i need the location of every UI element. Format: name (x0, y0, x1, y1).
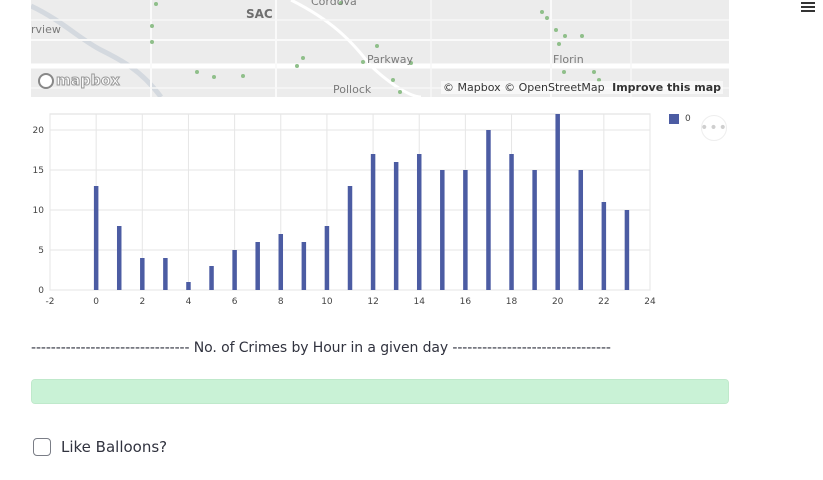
bar (278, 234, 284, 290)
map-label-sac: SAC (246, 7, 273, 21)
map-label-riverview: rview (31, 23, 61, 36)
bar (116, 226, 122, 290)
x-tick-label: 24 (644, 297, 656, 307)
map-attribution: © Mapbox © OpenStreetMap Improve this ma… (441, 81, 723, 94)
y-tick-label: 10 (33, 206, 45, 216)
y-tick-label: 20 (33, 126, 45, 136)
y-tick-label: 5 (38, 246, 44, 256)
mapbox-logo-icon (38, 73, 54, 89)
map-label-florin: Florin (553, 53, 584, 66)
improve-map-link[interactable]: Improve this map (612, 81, 721, 94)
y-tick-label: 0 (38, 286, 44, 296)
x-tick-label: 10 (321, 297, 333, 307)
bar (509, 154, 514, 290)
x-tick-label: 16 (460, 297, 472, 307)
like-balloons-label[interactable]: Like Balloons? (61, 438, 168, 456)
bar (555, 114, 560, 290)
x-tick-label: 20 (552, 297, 564, 307)
bar (601, 202, 607, 290)
x-tick-label: 6 (232, 297, 238, 307)
bar (463, 170, 468, 290)
map-label-parkway: Parkway (367, 53, 414, 66)
bar (347, 186, 353, 290)
x-tick-label: 22 (598, 297, 609, 307)
attribution-mapbox-link[interactable]: © Mapbox (443, 81, 501, 94)
bar (186, 282, 191, 290)
x-tick-label: 0 (93, 297, 99, 307)
mapbox-logo[interactable]: mapbox (38, 72, 120, 90)
like-balloons-checkbox-row[interactable]: Like Balloons? (33, 438, 167, 456)
bar (440, 170, 445, 290)
legend-label: 0 (685, 114, 691, 124)
bar (163, 258, 168, 290)
bar (255, 242, 260, 290)
bar (393, 162, 399, 290)
map-label-pollock: Pollock (333, 83, 372, 96)
like-balloons-checkbox[interactable] (33, 438, 51, 456)
x-tick-label: 14 (414, 297, 426, 307)
bar (93, 186, 99, 290)
y-tick-label: 15 (33, 166, 44, 176)
bar (232, 250, 237, 290)
bar (370, 154, 376, 290)
bar (532, 170, 537, 290)
x-tick-label: 12 (367, 297, 378, 307)
x-tick-label: -2 (46, 297, 55, 307)
legend-swatch (669, 114, 679, 124)
mapbox-logo-text: mapbox (56, 73, 121, 90)
bar (209, 266, 214, 290)
bar (486, 130, 491, 290)
bar (301, 242, 307, 290)
bar (324, 226, 330, 290)
chart-caption: -------------------------------- No. of … (31, 340, 611, 356)
progress-fill (32, 380, 728, 403)
bar (140, 258, 145, 290)
x-tick-label: 8 (278, 297, 284, 307)
attribution-osm-link[interactable]: © OpenStreetMap (504, 81, 605, 94)
hamburger-menu-icon[interactable] (801, 2, 815, 12)
bar (578, 170, 584, 290)
x-tick-label: 18 (506, 297, 518, 307)
progress-bar (31, 379, 729, 404)
map-label-cordova: Cordova (311, 0, 357, 8)
map[interactable]: SAC Cordova rview Parkway Florin Pollock… (31, 0, 729, 97)
more-horizontal-icon[interactable]: ••• (700, 115, 727, 141)
bar (416, 154, 422, 290)
x-tick-label: 2 (139, 297, 145, 307)
chart-legend[interactable]: 0 (669, 114, 691, 124)
bar (624, 210, 630, 290)
x-tick-label: 4 (186, 297, 192, 307)
